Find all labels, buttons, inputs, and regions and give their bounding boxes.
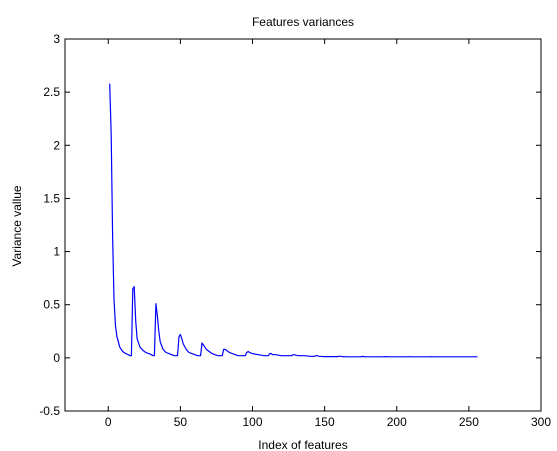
y-tick-label: 1: [53, 245, 60, 259]
y-tick-label: 2: [53, 138, 60, 152]
y-tick-label: 1.5: [43, 191, 60, 205]
plot-frame: [64, 38, 542, 412]
x-tick-label: 250: [459, 415, 479, 429]
y-tick-label: 3: [53, 32, 60, 46]
chart-title: Features variances: [252, 15, 354, 29]
x-axis-label: Index of features: [258, 438, 347, 451]
axis-ticks: 0 50 100 150 200 250 300 -0.5 0 0.5 1 1.5 2 2.5 3: [39, 32, 551, 429]
x-tick-label: 300: [531, 415, 551, 429]
variance-line: [109, 83, 478, 358]
y-tick-label: 0: [53, 351, 60, 365]
x-tick-label: 50: [174, 415, 188, 429]
x-tick-label: 150: [315, 415, 335, 429]
x-tick-label: 100: [242, 415, 262, 429]
y-tick-label: 2.5: [43, 85, 60, 99]
x-tick-label: 0: [105, 415, 112, 429]
y-tick-label: -0.5: [39, 404, 60, 418]
y-tick-label: 0.5: [43, 298, 60, 312]
y-axis-label: Variance vallue: [10, 185, 24, 266]
x-tick-label: 200: [387, 415, 407, 429]
